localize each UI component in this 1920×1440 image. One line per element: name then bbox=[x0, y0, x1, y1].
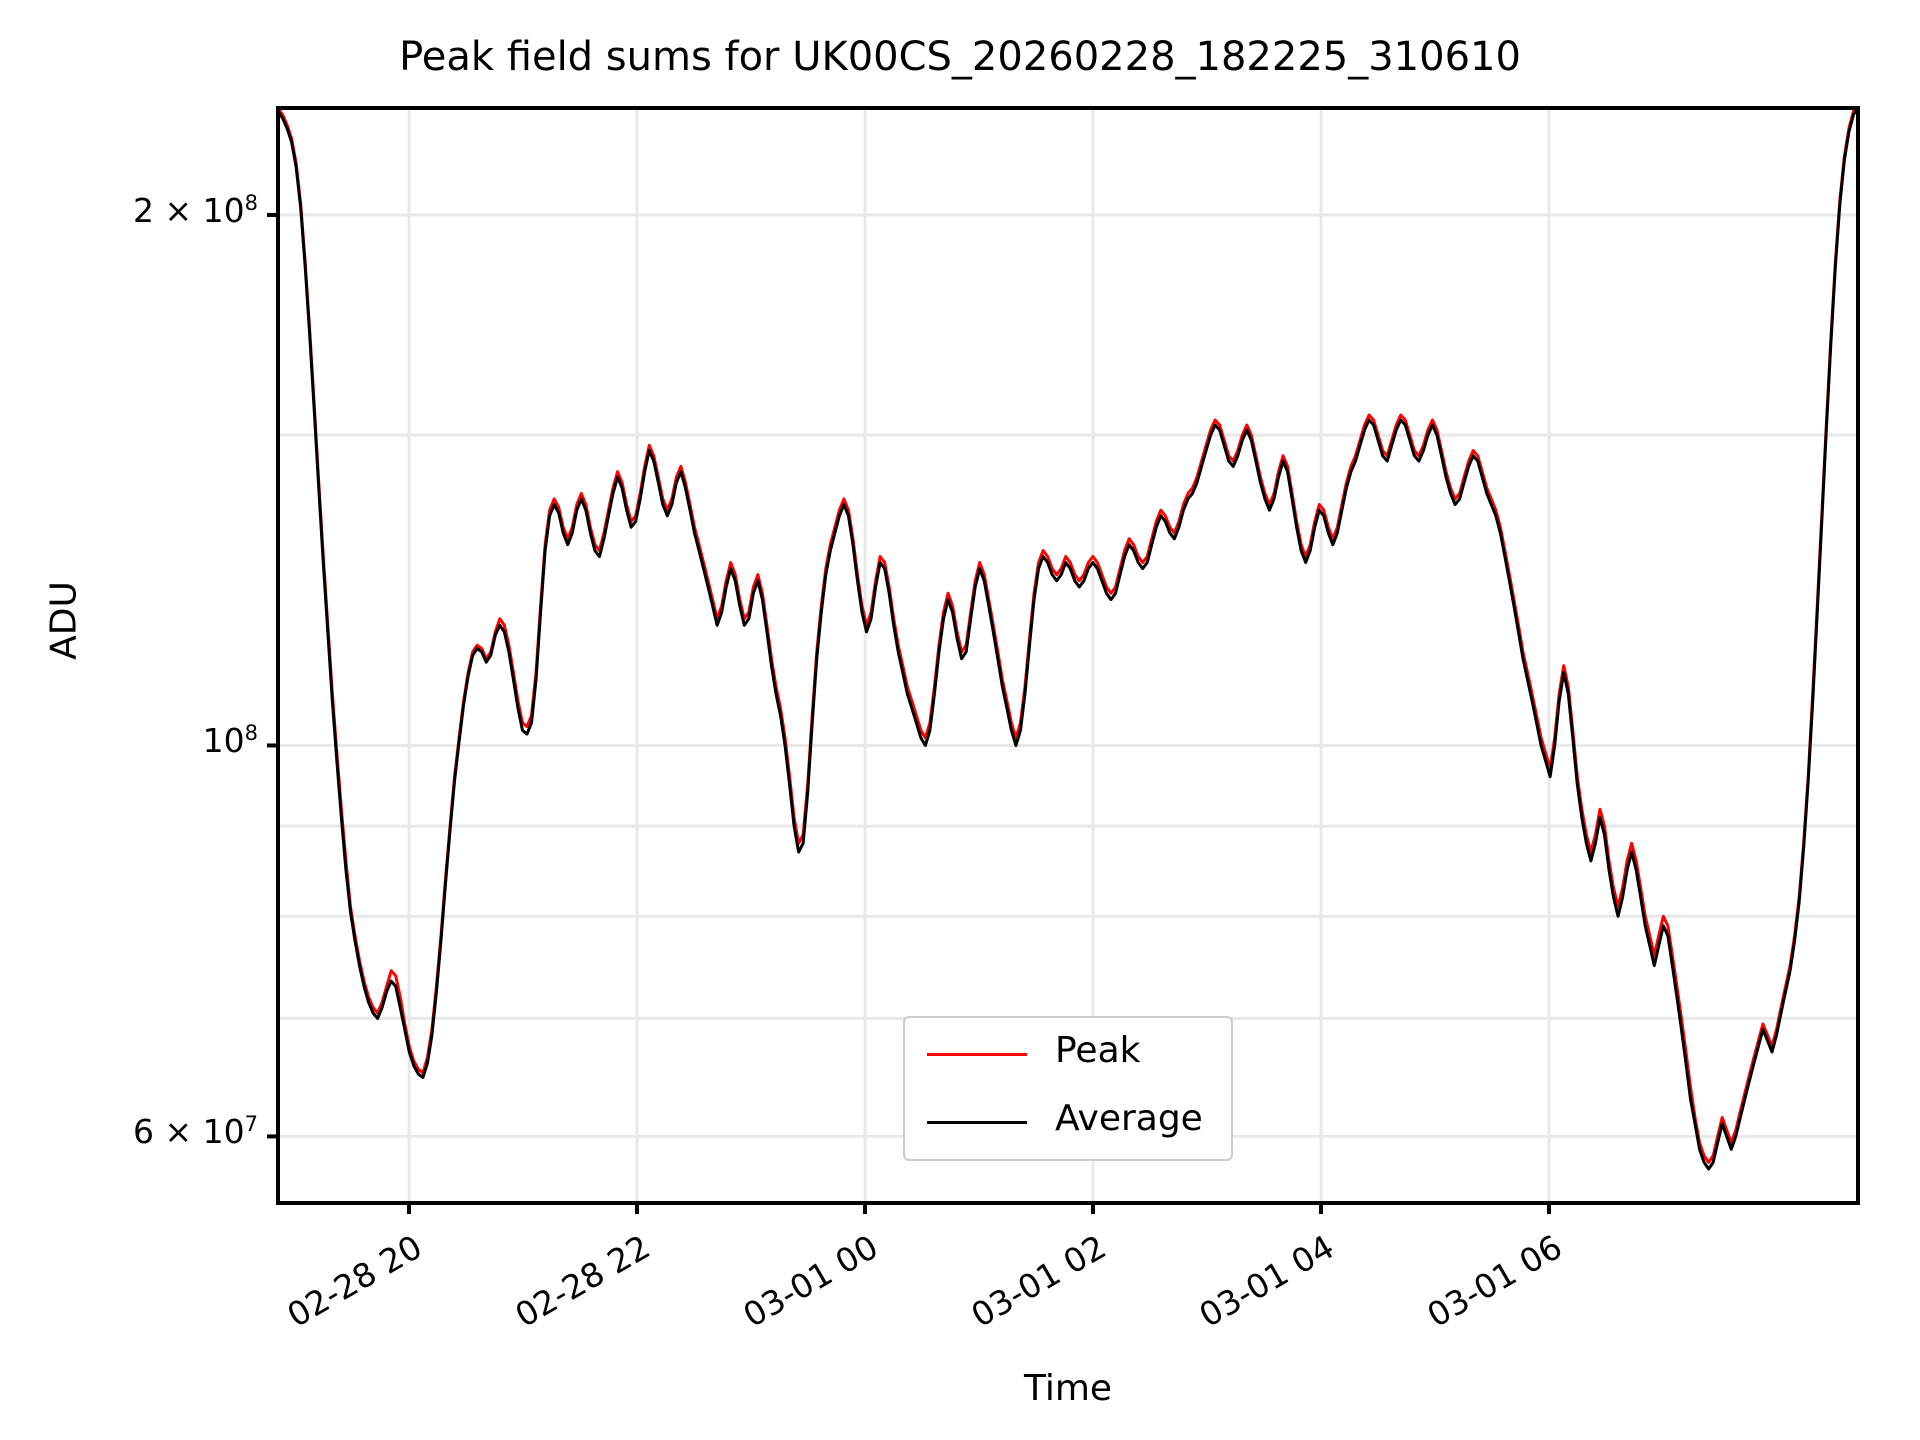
y-tick-label: 2 × 108 bbox=[133, 190, 258, 230]
page-title: Peak field sums for UK00CS_20260228_1822… bbox=[399, 34, 1521, 80]
y-tick-label: 108 bbox=[202, 721, 258, 761]
chart-legend: Peak Average bbox=[903, 1016, 1233, 1161]
legend-item-peak: Peak bbox=[905, 1026, 1231, 1082]
y-tick-label: 6 × 107 bbox=[133, 1112, 258, 1152]
legend-label-peak: Peak bbox=[1055, 1030, 1141, 1071]
x-axis-label: Time bbox=[1023, 1368, 1113, 1409]
legend-label-average: Average bbox=[1055, 1098, 1203, 1139]
legend-swatch-peak bbox=[927, 1053, 1027, 1056]
legend-swatch-average bbox=[927, 1121, 1027, 1124]
legend-item-average: Average bbox=[905, 1094, 1231, 1150]
